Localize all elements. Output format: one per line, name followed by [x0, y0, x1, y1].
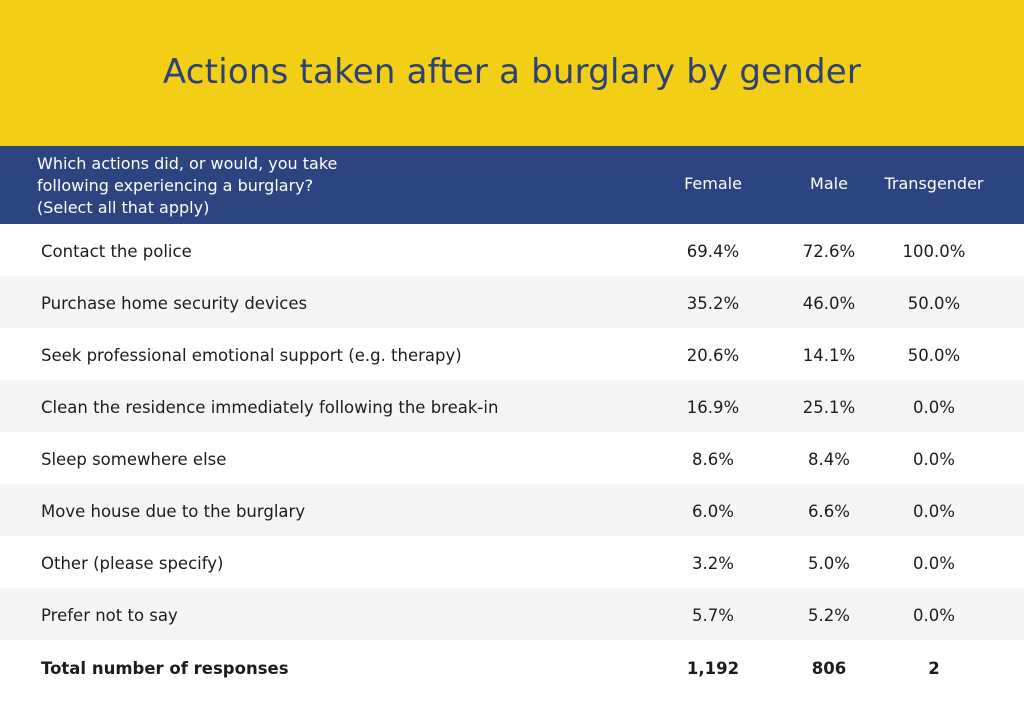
cell-transgender: 50.0%: [907, 294, 961, 313]
table-row: Prefer not to say 5.7% 5.2% 0.0%: [0, 588, 1024, 640]
table-body: Contact the police 69.4% 72.6% 100.0% Purcha…: [0, 224, 1024, 692]
table-row: Move house due to the burglary 6.0% 6.6% 0.…: [0, 484, 1024, 536]
total-row: Total number of responses 1,192 806 2: [0, 640, 1024, 692]
chart-title: Actions taken after a burglary by gender: [162, 52, 862, 92]
cell-transgender: 50.0%: [907, 346, 961, 365]
cell-male: 72.6%: [802, 242, 856, 261]
row-label: Clean the residence immediately followin…: [41, 398, 499, 417]
cell-male: 6.6%: [808, 502, 850, 521]
column-header-female: Female: [684, 174, 742, 193]
cell-male: 5.2%: [808, 606, 850, 625]
cell-male: 8.4%: [808, 450, 850, 469]
cell-transgender: 0.0%: [913, 554, 955, 573]
row-label: Other (please specify): [41, 554, 224, 573]
row-label: Contact the police: [41, 242, 192, 261]
cell-female: 6.0%: [692, 502, 734, 521]
table-row: Seek professional emotional support (e.g…: [0, 328, 1024, 380]
cell-transgender: 2: [928, 659, 940, 678]
cell-female: 1,192: [686, 659, 740, 678]
table-row: Contact the police 69.4% 72.6% 100.0%: [0, 224, 1024, 276]
cell-male: 14.1%: [802, 346, 856, 365]
cell-transgender: 0.0%: [913, 606, 955, 625]
table-header: Which actions did, or would, you take fo…: [0, 146, 1024, 224]
column-header-transgender: Transgender: [884, 174, 984, 193]
cell-male: 46.0%: [802, 294, 856, 313]
cell-male: 5.0%: [808, 554, 850, 573]
cell-female: 20.6%: [686, 346, 740, 365]
cell-female: 8.6%: [692, 450, 734, 469]
question-header: Which actions did, or would, you take fo…: [37, 154, 338, 217]
cell-female: 35.2%: [686, 294, 740, 313]
cell-transgender: 0.0%: [913, 398, 955, 417]
row-label: Prefer not to say: [41, 606, 178, 625]
cell-female: 5.7%: [692, 606, 734, 625]
row-label: Sleep somewhere else: [41, 450, 227, 469]
cell-male: 806: [811, 659, 847, 678]
cell-male: 25.1%: [802, 398, 856, 417]
cell-transgender: 0.0%: [913, 450, 955, 469]
total-label: Total number of responses: [41, 659, 289, 678]
cell-female: 3.2%: [692, 554, 734, 573]
cell-transgender: 0.0%: [913, 502, 955, 521]
column-header-male: Male: [810, 174, 848, 193]
row-label: Seek professional emotional support (e.g…: [41, 346, 462, 365]
cell-female: 69.4%: [686, 242, 740, 261]
row-label: Move house due to the burglary: [41, 502, 306, 521]
table-row: Sleep somewhere else 8.6% 8.4% 0.0%: [0, 432, 1024, 484]
title-band: Actions taken after a burglary by gender: [0, 0, 1024, 146]
table-row: Purchase home security devices 35.2% 46.0%…: [0, 276, 1024, 328]
cell-transgender: 100.0%: [902, 242, 966, 261]
cell-female: 16.9%: [686, 398, 740, 417]
row-label: Purchase home security devices: [41, 294, 308, 313]
table-row: Clean the residence immediately followin…: [0, 380, 1024, 432]
table-row: Other (please specify) 3.2% 5.0% 0.0%: [0, 536, 1024, 588]
